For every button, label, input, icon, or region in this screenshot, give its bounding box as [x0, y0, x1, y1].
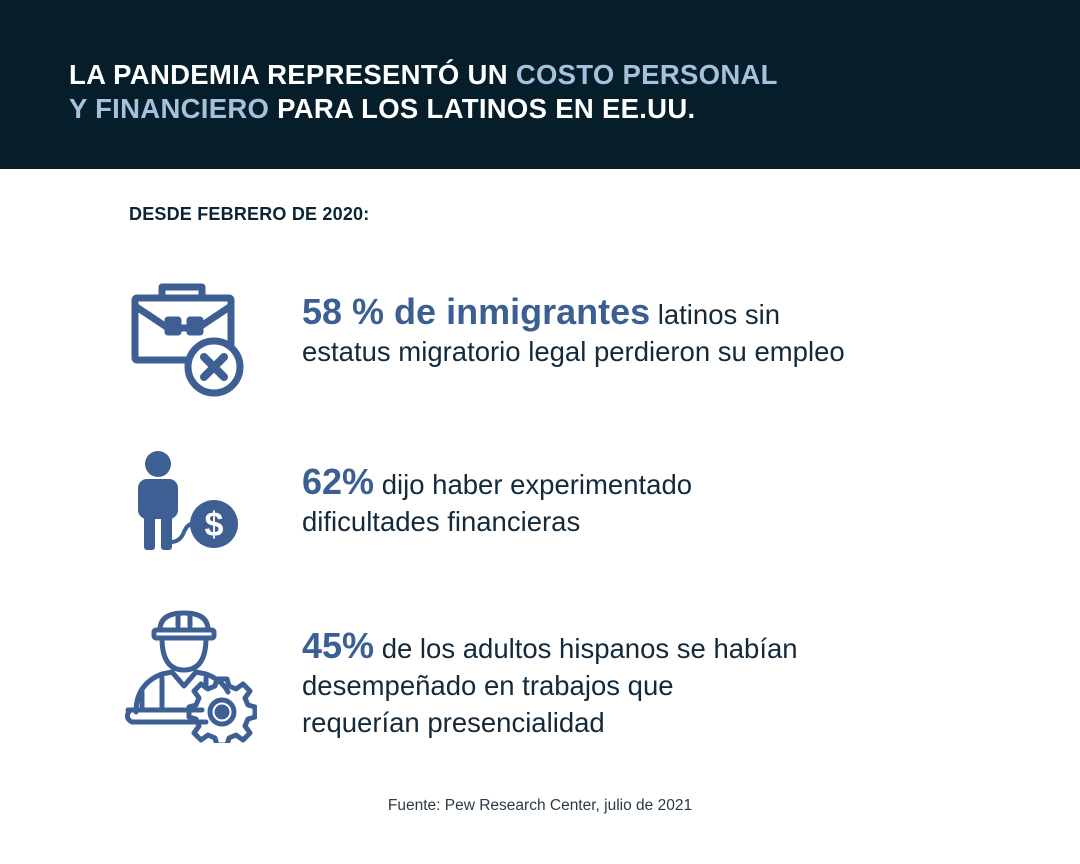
stat-unemployment-text-1: latinos sin	[650, 299, 781, 330]
stat-in-person-work-text-3: requerían presencialidad	[302, 707, 605, 738]
headline: LA PANDEMIA REPRESENTÓ UN COSTO PERSONAL…	[69, 58, 778, 126]
stat-in-person-work-text-2: desempeñado en trabajos que	[302, 670, 674, 701]
stat-unemployment: 58 % de inmigrantes latinos sin estatus m…	[302, 293, 845, 370]
stat-unemployment-highlight: 58 % de inmigrantes	[302, 291, 651, 332]
headline-highlight-1: COSTO PERSONAL	[515, 59, 778, 90]
stat-financial-hardship-text-1: dijo haber experimentado	[374, 469, 693, 500]
stat-unemployment-text-2: estatus migratorio legal perdieron su em…	[302, 336, 845, 367]
stat-financial-hardship: 62% dijo haber experimentado dificultades…	[302, 463, 692, 540]
headline-part-1: LA PANDEMIA REPRESENTÓ UN	[69, 59, 516, 90]
period-label: DESDE FEBRERO DE 2020:	[129, 204, 370, 224]
stat-in-person-work: 45% de los adultos hispanos se habían des…	[302, 627, 798, 741]
header-banner: LA PANDEMIA REPRESENTÓ UN COSTO PERSONAL…	[0, 0, 1080, 169]
stat-in-person-work-text-1: de los adultos hispanos se habían	[374, 633, 798, 664]
svg-text:$: $	[205, 506, 224, 544]
stat-financial-hardship-highlight: 62%	[302, 461, 375, 502]
worker-gear-icon	[122, 608, 257, 743]
headline-highlight-2: Y FINANCIERO	[69, 93, 270, 124]
source-note: Fuente: Pew Research Center, julio de 20…	[387, 797, 693, 814]
stat-financial-hardship-text-2: dificultades financieras	[302, 506, 581, 537]
briefcase-x-icon	[128, 282, 248, 398]
headline-part-2: PARA LOS LATINOS EN EE.UU.	[269, 93, 696, 124]
stat-in-person-work-highlight: 45%	[302, 625, 375, 666]
person-ball-chain-icon: $	[134, 446, 244, 554]
